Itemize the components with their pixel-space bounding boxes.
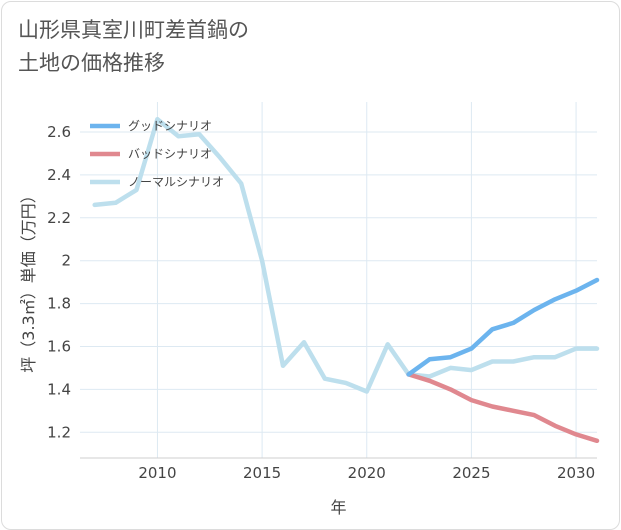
legend-label: グッドシナリオ — [128, 119, 212, 133]
y-tick-label: 2.6 — [47, 123, 71, 141]
x-tick-label: 2030 — [557, 464, 595, 482]
series-line-2 — [92, 116, 600, 394]
x-axis-ticks: 2010 2015 2020 2025 2030 — [138, 464, 595, 482]
legend-label: ノーマルシナリオ — [128, 175, 224, 189]
series-line-1 — [406, 372, 600, 444]
y-axis-ticks: 1.2 1.4 1.6 1.8 2 2.2 2.4 2.6 — [47, 123, 71, 441]
legend-label: バッドシナリオ — [128, 147, 212, 161]
y-tick-label: 2.4 — [47, 166, 71, 184]
y-tick-label: 1.6 — [47, 337, 71, 355]
x-tick-label: 2015 — [243, 464, 281, 482]
x-tick-label: 2010 — [138, 464, 176, 482]
series-line-0 — [406, 277, 600, 377]
x-axis-title: 年 — [330, 498, 346, 517]
chart-title: 山形県真室川町差首鍋の 土地の価格推移 — [18, 18, 249, 75]
grid — [80, 102, 597, 459]
y-tick-label: 2 — [61, 252, 71, 270]
y-tick-label: 1.4 — [47, 380, 71, 398]
x-tick-label: 2025 — [452, 464, 490, 482]
x-tick-label: 2020 — [348, 464, 386, 482]
y-tick-label: 2.2 — [47, 209, 71, 227]
y-axis-title: 坪（3.3㎡）単価（万円） — [19, 187, 38, 372]
y-tick-label: 1.2 — [47, 423, 71, 441]
series-layer — [92, 116, 600, 444]
y-tick-label: 1.8 — [47, 295, 71, 313]
